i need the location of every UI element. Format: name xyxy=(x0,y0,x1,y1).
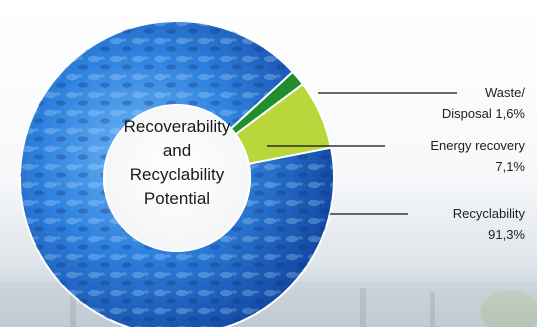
slice-labels: Recyclability 91,3% Energy recovery 7,1% Was… xyxy=(430,85,525,242)
slice-label-recyclability-line-1: Recyclability xyxy=(453,206,526,221)
slice-label-waste-disposal-line-2: Disposal 1,6% xyxy=(442,106,526,121)
leader-lines xyxy=(267,92,457,215)
center-label-line-2: and xyxy=(163,141,191,160)
slice-label-energy-recovery-line-1: Energy recovery xyxy=(430,138,525,153)
center-label-line-1: Recoverability xyxy=(124,117,231,136)
center-label-line-3: Recyclability xyxy=(130,165,225,184)
slice-label-energy-recovery-line-2: 7,1% xyxy=(495,159,525,174)
slice-label-waste-disposal-line-1: Waste/ xyxy=(485,85,525,100)
slice-recyclability-texture xyxy=(20,21,334,327)
slice-label-recyclability-line-2: 91,3% xyxy=(488,227,525,242)
center-label-line-4: Potential xyxy=(144,189,210,208)
donut-center xyxy=(103,104,251,252)
center-label: Recoverability and Recyclability Potential xyxy=(124,117,231,208)
pie-slices xyxy=(19,20,335,327)
